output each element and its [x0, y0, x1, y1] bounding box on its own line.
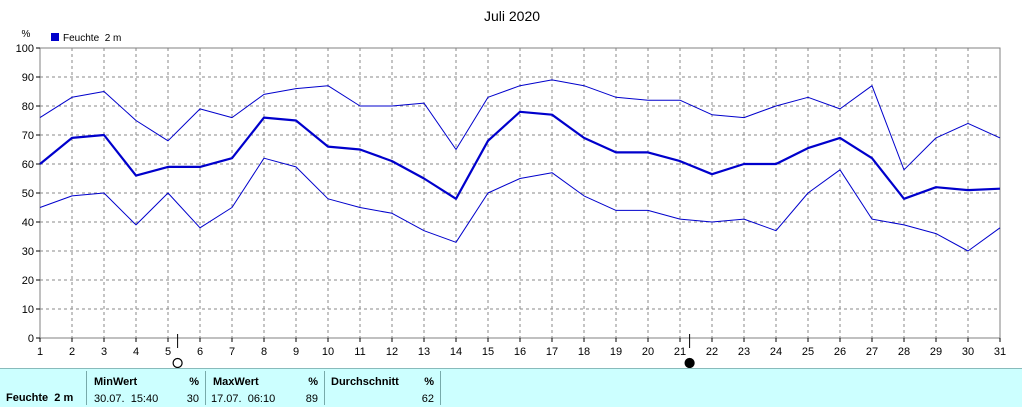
x-tick-label: 24 [770, 346, 782, 358]
x-tick-label: 6 [197, 346, 203, 358]
min-time: 30.07. 15:40 [94, 393, 159, 405]
legend-swatch [51, 33, 59, 41]
divider [324, 371, 325, 405]
max-unit: % [308, 376, 318, 388]
y-tick-label: 60 [22, 159, 34, 171]
x-tick-label: 13 [418, 346, 430, 358]
x-tick-label: 7 [229, 346, 235, 358]
x-tick-label: 17 [546, 346, 558, 358]
divider [86, 371, 87, 405]
series-line-1 [39, 110, 1001, 200]
chart-title: Juli 2020 [484, 8, 540, 24]
x-tick-label: 21 [674, 346, 686, 358]
y-tick-label: 10 [22, 304, 34, 316]
min-cell: MinWert % 30.07. 15:40 30 [87, 369, 205, 407]
divider [205, 371, 206, 405]
y-tick-label: 90 [22, 72, 34, 84]
x-tick-label: 12 [386, 346, 398, 358]
series-line-2 [39, 157, 1001, 252]
y-axis-unit: % [22, 29, 31, 40]
x-tick-label: 15 [482, 346, 494, 358]
x-tick-label: 28 [898, 346, 910, 358]
x-tick-label: 3 [101, 346, 107, 358]
y-tick-label: 80 [22, 101, 34, 113]
x-tick-label: 1 [37, 346, 43, 358]
x-tick-label: 30 [962, 346, 974, 358]
x-tick-label: 8 [261, 346, 267, 358]
humidity-chart: Juli 2020 % Feuchte 2 m 0 10 20 30 40 50 60 70 8… [16, 8, 1006, 368]
divider [440, 371, 441, 405]
x-tick-label: 27 [866, 346, 878, 358]
x-tick-label: 18 [578, 346, 590, 358]
y-tick-label: 100 [16, 43, 34, 55]
y-tick-label: 20 [22, 275, 34, 287]
x-tick-label: 23 [738, 346, 750, 358]
max-header: MaxWert [213, 376, 259, 388]
avg-unit: % [424, 376, 434, 388]
stats-panel: Feuchte 2 m MinWert % 30.07. 15:40 30 Ma… [0, 368, 1022, 407]
new-moon-icon [684, 357, 695, 368]
min-header: MinWert [94, 376, 138, 388]
x-tick-label: 4 [133, 346, 139, 358]
x-tick-label: 29 [930, 346, 942, 358]
y-tick-label: 30 [22, 246, 34, 258]
max-cell: MaxWert % 17.07. 06:10 89 [206, 369, 324, 407]
legend-label: Feuchte 2 m [63, 33, 121, 44]
stats-row-label: Feuchte 2 m [6, 392, 74, 404]
full-moon-icon [172, 357, 183, 368]
x-tick-label: 22 [706, 346, 718, 358]
stats-label-cell: Feuchte 2 m [0, 369, 86, 407]
avg-header: Durchschnitt [331, 376, 399, 388]
x-tick-label: 20 [642, 346, 654, 358]
x-tick-label: 31 [994, 346, 1006, 358]
x-tick-label: 19 [610, 346, 622, 358]
min-value: 30 [186, 393, 199, 405]
series-line-0 [39, 79, 1001, 171]
x-tick-label: 26 [834, 346, 846, 358]
x-tick-label: 10 [322, 346, 334, 358]
y-tick-label: 50 [22, 188, 34, 200]
x-tick-label: 14 [450, 346, 462, 358]
x-tick-label: 25 [802, 346, 814, 358]
y-tick-label: 70 [22, 130, 34, 142]
moon-markers [172, 334, 695, 368]
avg-value: 62 [421, 393, 434, 405]
y-tick-label: 0 [28, 333, 34, 345]
min-unit: % [189, 376, 199, 388]
x-tick-label: 5 [165, 346, 171, 358]
series-lines [39, 79, 1001, 252]
x-tick-label: 2 [69, 346, 75, 358]
y-tick-label: 40 [22, 217, 34, 229]
max-value: 89 [305, 393, 318, 405]
x-tick-label: 11 [354, 346, 365, 358]
avg-cell: Durchschnitt % 62 [325, 369, 440, 407]
x-tick-label: 16 [514, 346, 526, 358]
grid [40, 48, 1000, 338]
x-tick-label: 9 [293, 346, 299, 358]
max-time: 17.07. 06:10 [211, 393, 276, 405]
